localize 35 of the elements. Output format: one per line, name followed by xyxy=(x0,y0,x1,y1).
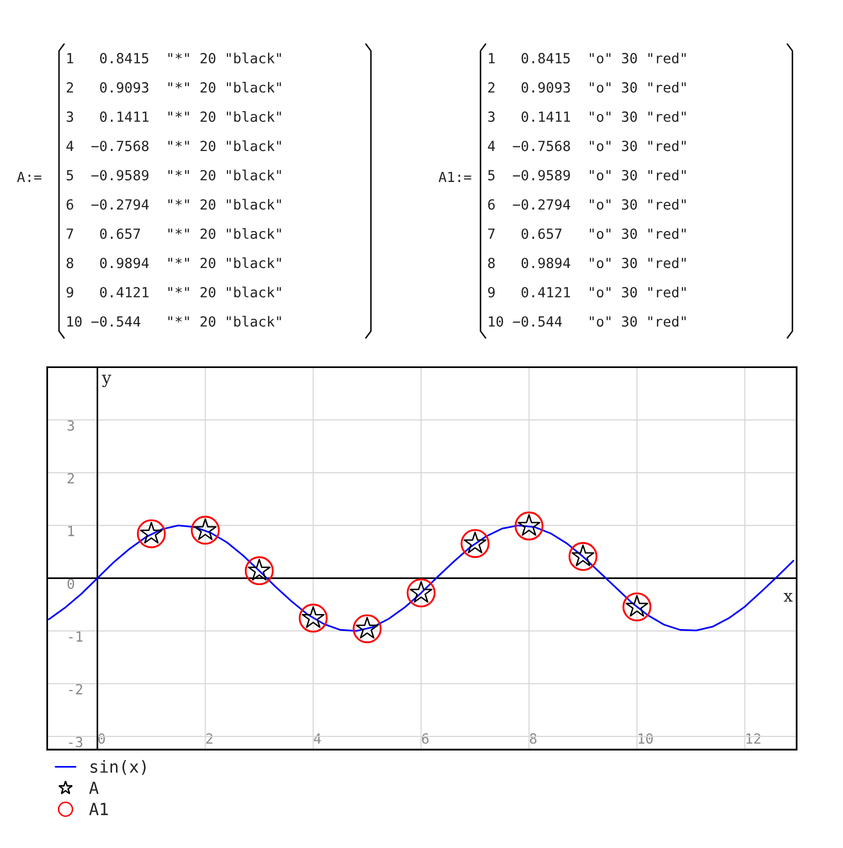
text: 10 −0.544 "o" 30 "red" xyxy=(488,316,686,327)
x-tick-label: 6 xyxy=(422,733,429,744)
text: 5 −0.9589 "*" 20 "black" xyxy=(66,170,281,180)
text: 2 0.9093 "*" 20 "black" xyxy=(66,82,281,93)
text: 9 0.4121 "o" 30 "red" xyxy=(488,286,686,298)
y-tick-label: -1 xyxy=(69,631,82,642)
text: 1 0.8415 "*" 20 "black" xyxy=(67,52,281,64)
text: 3 0.1411 "o" 30 "red" xyxy=(488,111,686,122)
text: 7 0.657 "o" 30 "red" xyxy=(488,228,686,239)
legend-label: sin(x) xyxy=(90,760,146,775)
text: 1 0.8415 "o" 30 "red" xyxy=(488,52,686,64)
text: 4 −0.7568 "*" 20 "black" xyxy=(66,140,281,152)
text: 9 0.4121 "*" 20 "black" xyxy=(66,286,281,298)
text: 7 0.657 "*" 20 "black" xyxy=(66,228,281,239)
y-tick-label: -2 xyxy=(69,684,82,694)
text: 6 −0.2794 "o" 30 "red" xyxy=(488,198,686,210)
text: 10 −0.544 "*" 20 "black" xyxy=(67,316,281,327)
y-tick-label: 2 xyxy=(68,473,74,484)
y-tick-label: 0 xyxy=(68,578,74,590)
legend-label: A1 xyxy=(89,802,108,816)
text: 2 0.9093 "o" 30 "red" xyxy=(488,82,686,93)
y-tick-label: -3 xyxy=(69,736,82,748)
legend-label: A xyxy=(89,782,99,794)
text: 6 −0.2794 "*" 20 "black" xyxy=(66,198,281,210)
y-tick-label: 3 xyxy=(68,420,74,431)
text: 5 −0.9589 "o" 30 "red" xyxy=(488,170,686,180)
x-axis-title: x xyxy=(784,593,793,602)
y-axis-title: y xyxy=(102,374,112,388)
text: A:= xyxy=(17,172,42,182)
text: 8 0.9894 "*" 20 "black" xyxy=(66,257,281,268)
text: 3 0.1411 "*" 20 "black" xyxy=(66,111,281,122)
y-tick-label: 1 xyxy=(68,526,74,536)
text: A1:= xyxy=(438,172,472,182)
text: 8 0.9894 "o" 30 "red" xyxy=(488,257,686,268)
text: 4 −0.7568 "o" 30 "red" xyxy=(488,140,686,152)
